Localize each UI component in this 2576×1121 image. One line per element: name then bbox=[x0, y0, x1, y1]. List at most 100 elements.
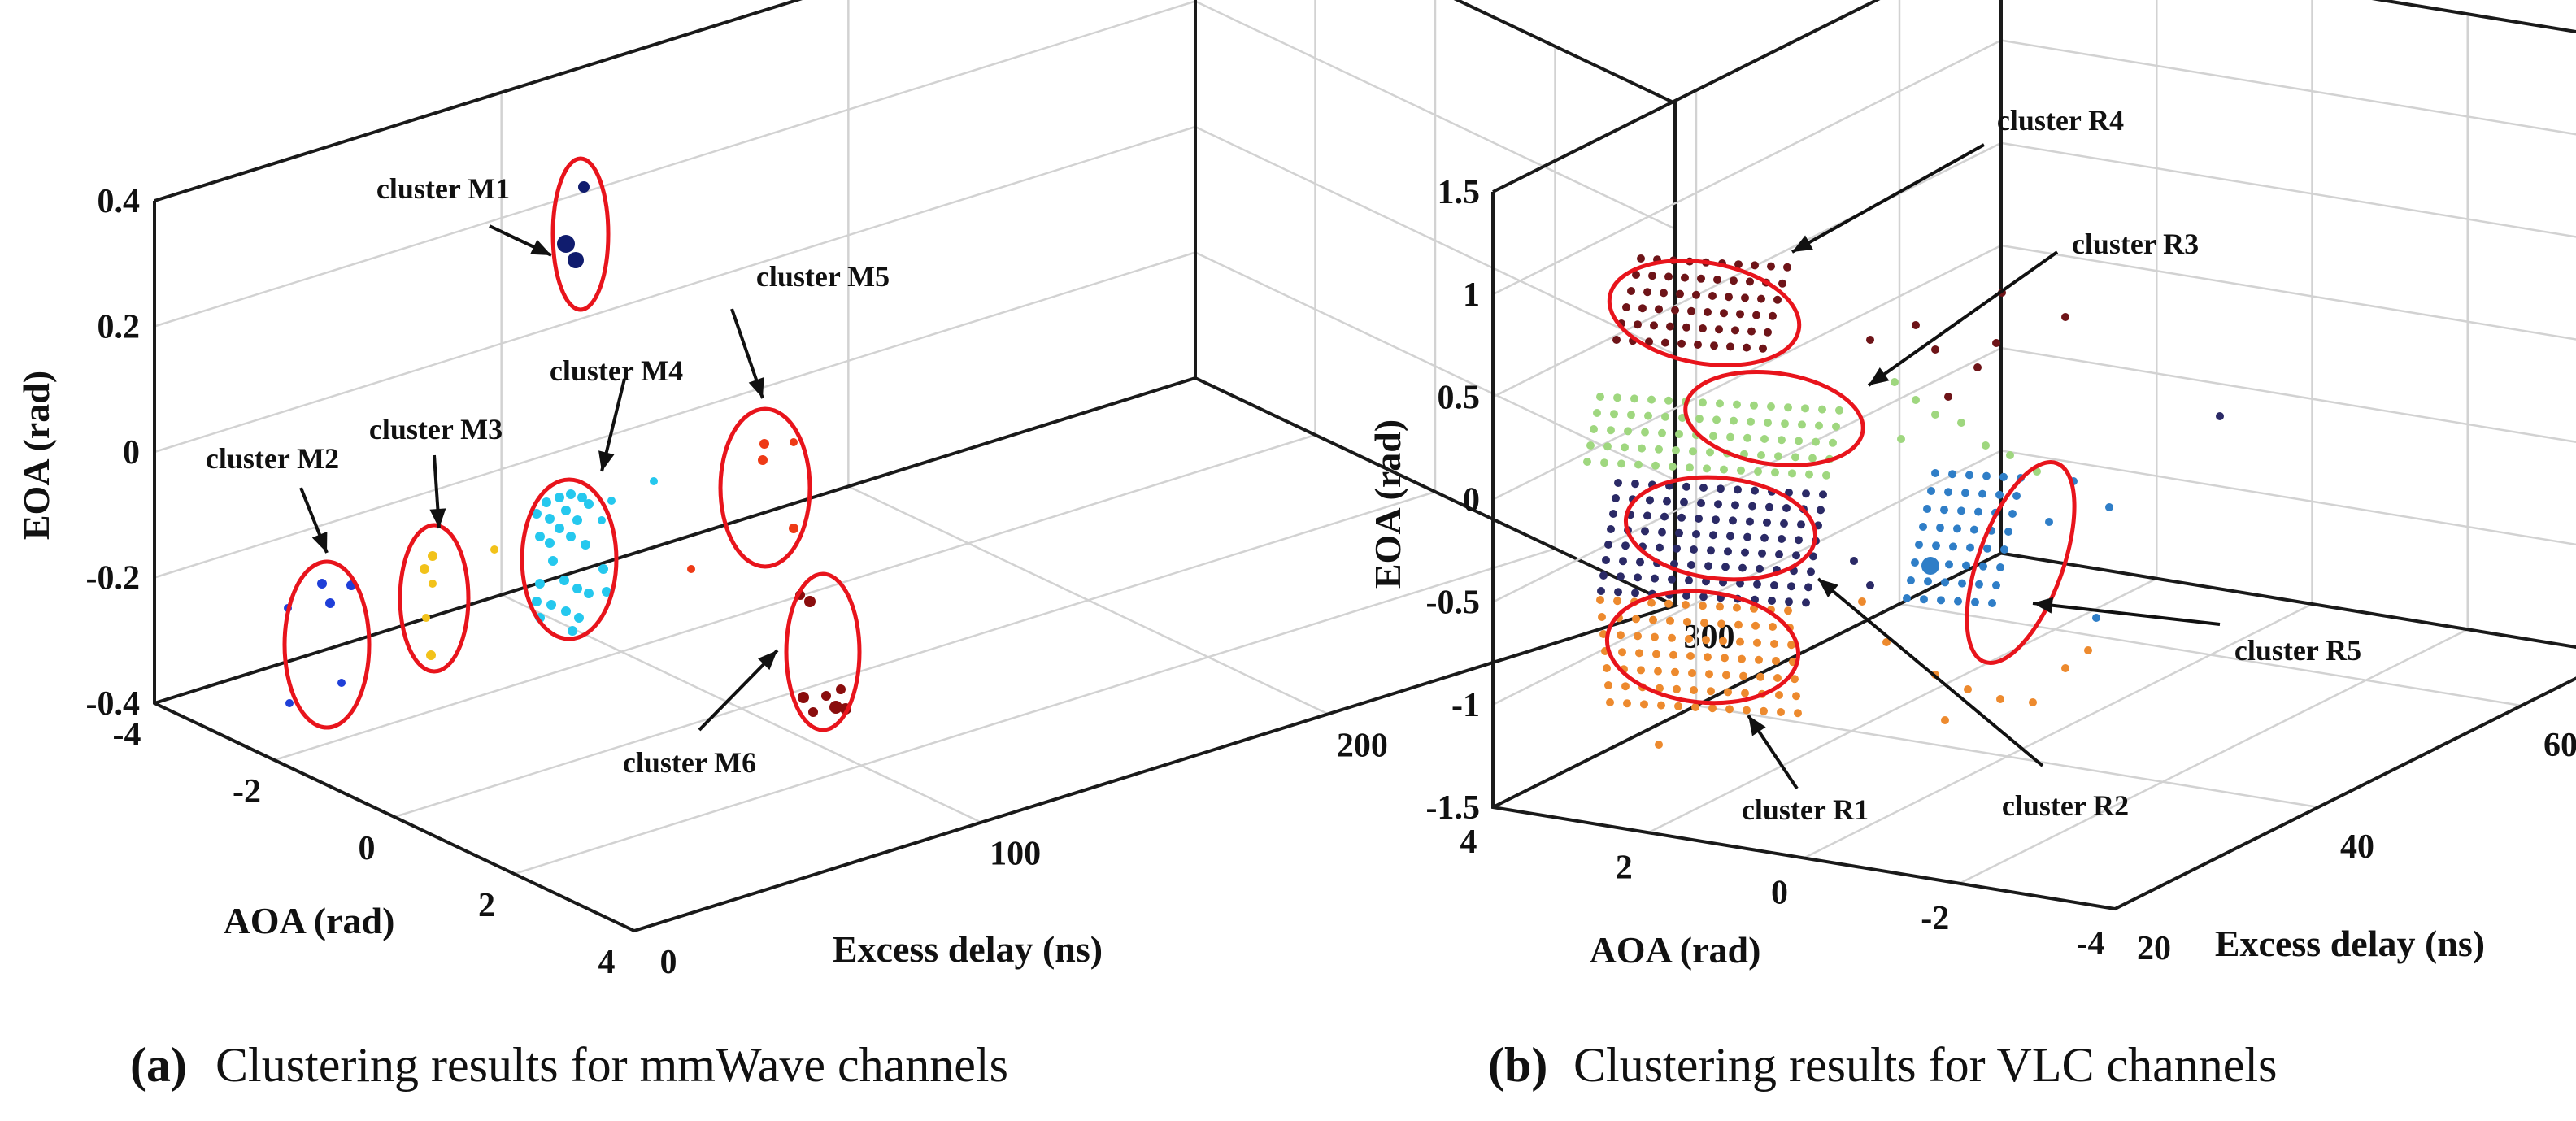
grid-line bbox=[1492, 141, 2002, 398]
data-point bbox=[1743, 532, 1751, 541]
data-point bbox=[1630, 394, 1638, 403]
panel-b-points bbox=[1583, 254, 2224, 749]
data-point bbox=[1733, 603, 1741, 612]
grid-line bbox=[154, 0, 801, 202]
data-point bbox=[1931, 411, 1939, 419]
data-point bbox=[1760, 435, 1769, 443]
grid-line bbox=[394, 490, 1436, 819]
data-point bbox=[1690, 686, 1698, 694]
data-point bbox=[1915, 541, 1923, 549]
caption-b-text: Clustering results for VLC channels bbox=[1573, 1038, 2277, 1092]
data-point bbox=[1808, 454, 1817, 463]
data-point bbox=[1664, 396, 1673, 405]
panel-a-axes bbox=[153, 0, 1680, 933]
arrow-head bbox=[748, 377, 764, 398]
x-axis-label: AOA (rad) bbox=[224, 900, 395, 941]
data-point bbox=[1809, 552, 1817, 561]
data-point bbox=[2000, 545, 2008, 554]
x-tick-label: -4 bbox=[113, 716, 141, 754]
z-tick-label: -1 bbox=[1451, 687, 1480, 724]
cluster-ellipse bbox=[1683, 369, 1865, 468]
data-point bbox=[1674, 702, 1682, 710]
data-point bbox=[1973, 363, 1982, 371]
data-point bbox=[1722, 671, 1730, 680]
cluster-label: cluster M6 bbox=[623, 746, 756, 779]
data-point bbox=[1945, 560, 1953, 569]
data-point bbox=[1897, 435, 1905, 443]
grid-line bbox=[2000, 346, 2576, 443]
data-point bbox=[555, 493, 564, 502]
data-point bbox=[1607, 426, 1615, 435]
data-point bbox=[1703, 464, 1711, 473]
data-point bbox=[1721, 654, 1729, 663]
data-point bbox=[1733, 400, 1741, 409]
grid-line bbox=[1695, 704, 2319, 809]
data-point bbox=[1697, 274, 1705, 283]
data-point bbox=[1617, 459, 1625, 468]
data-point bbox=[1962, 561, 1970, 570]
data-point bbox=[1724, 688, 1732, 697]
data-point bbox=[1835, 406, 1843, 415]
panel-a-points bbox=[284, 181, 851, 717]
data-point bbox=[1677, 339, 1686, 348]
data-point bbox=[1734, 260, 1743, 269]
data-point bbox=[1683, 618, 1691, 626]
data-point bbox=[1743, 706, 1751, 715]
data-point bbox=[545, 538, 555, 548]
x-tick-label: -2 bbox=[233, 773, 261, 810]
grid-line bbox=[2000, 450, 2576, 546]
data-point bbox=[1656, 543, 1664, 552]
data-point bbox=[1661, 338, 1669, 347]
panel-a-annotations: cluster M1 cluster M2 cluster M3 cluster M4… bbox=[206, 156, 890, 779]
data-point bbox=[1687, 561, 1695, 569]
data-point bbox=[1705, 670, 1713, 679]
data-point bbox=[789, 524, 798, 533]
data-point bbox=[1931, 345, 1939, 354]
cluster-label: cluster R2 bbox=[2002, 789, 2129, 822]
data-point bbox=[2105, 503, 2113, 511]
data-point bbox=[1720, 309, 1728, 318]
data-point bbox=[1979, 562, 1987, 571]
data-point bbox=[1664, 599, 1673, 608]
data-point bbox=[1631, 480, 1639, 489]
data-point bbox=[1666, 616, 1674, 625]
data-point bbox=[1758, 549, 1766, 558]
data-point bbox=[1755, 655, 1763, 664]
data-point bbox=[1759, 344, 1767, 353]
data-point bbox=[1757, 451, 1765, 459]
data-point bbox=[1944, 393, 1952, 401]
data-point bbox=[1651, 574, 1659, 583]
data-point bbox=[1631, 589, 1639, 597]
panel-b-annotations: cluster R1 cluster R2 cluster R3 cluster R4… bbox=[1604, 104, 2361, 826]
data-point bbox=[1726, 342, 1734, 351]
z-tick-label: -0.5 bbox=[1426, 584, 1481, 622]
data-point bbox=[1690, 545, 1698, 554]
data-point bbox=[1784, 606, 1792, 615]
data-point bbox=[1924, 577, 1932, 586]
data-point bbox=[1637, 666, 1645, 675]
cluster-label: cluster R3 bbox=[2072, 228, 2199, 260]
data-point bbox=[1635, 649, 1643, 658]
data-point bbox=[1780, 519, 1788, 528]
cluster-ellipse bbox=[1965, 460, 2077, 665]
z-axis-label: EOA (rad) bbox=[15, 371, 57, 540]
data-point bbox=[1772, 657, 1780, 665]
data-point bbox=[428, 551, 437, 561]
data-point bbox=[1688, 669, 1696, 677]
data-point bbox=[1634, 573, 1642, 582]
data-point bbox=[1903, 594, 1911, 602]
data-point bbox=[1651, 632, 1659, 641]
data-point bbox=[1777, 708, 1785, 716]
data-point bbox=[1911, 558, 1919, 567]
data-point bbox=[1802, 598, 1810, 607]
data-point bbox=[1682, 601, 1690, 609]
cluster-arrow bbox=[1867, 250, 2059, 387]
data-point bbox=[1770, 640, 1778, 648]
data-point bbox=[1708, 292, 1717, 300]
data-point bbox=[1769, 311, 1777, 320]
data-point bbox=[1603, 664, 1611, 672]
data-point bbox=[1957, 506, 1965, 515]
data-point bbox=[1725, 705, 1734, 714]
data-point bbox=[1778, 279, 1786, 288]
arrow-head bbox=[311, 532, 328, 553]
